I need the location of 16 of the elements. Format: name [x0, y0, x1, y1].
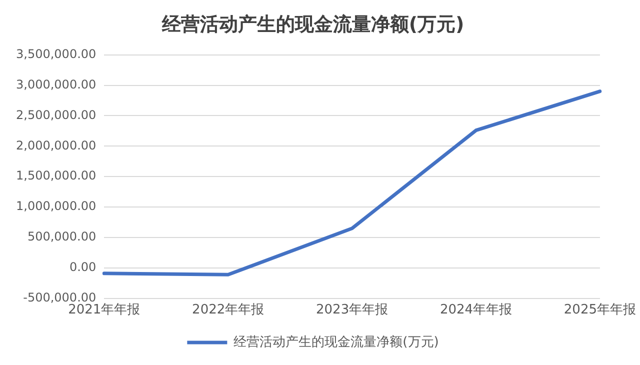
legend-label: 经营活动产生的现金流量净额(万元)	[234, 334, 439, 350]
y-tick-label: -500,000.00	[23, 290, 96, 305]
chart-title: 经营活动产生的现金流量净额(万元)	[160, 13, 464, 36]
y-tick-label: 500,000.00	[27, 230, 96, 244]
x-tick-label: 2024年年报	[440, 302, 512, 318]
y-tick-label: 3,000,000.00	[16, 77, 96, 92]
y-tick-label: 2,000,000.00	[16, 138, 96, 152]
x-tick-label: 2023年年报	[316, 302, 388, 318]
y-tick-label: 3,500,000.00	[16, 46, 96, 61]
y-tick-label: 1,500,000.00	[16, 168, 96, 183]
y-tick-label: 1,000,000.00	[16, 199, 96, 214]
y-tick-label: 2,500,000.00	[16, 108, 96, 122]
x-tick-label: 2021年年报	[68, 302, 140, 318]
y-tick-label: 0.00	[69, 260, 96, 274]
x-tick-label: 2025年年报	[564, 302, 636, 318]
x-tick-label: 2022年年报	[192, 302, 264, 318]
